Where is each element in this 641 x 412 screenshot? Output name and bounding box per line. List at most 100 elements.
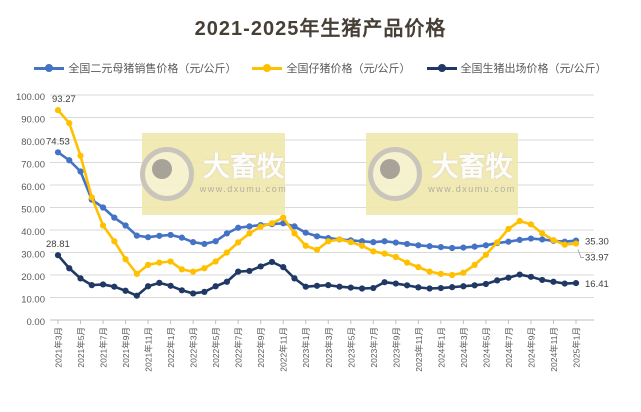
data-point-sow	[437, 244, 444, 251]
data-point-hog	[527, 273, 535, 280]
data-point-sow	[370, 239, 377, 246]
y-tick-label: 10.00	[21, 295, 45, 306]
data-label-hog: 28.81	[46, 239, 70, 250]
chart-canvas: 0.00 10.00 20.00 30.00 40.00 50.00 60.00 70.00 8…	[16, 92, 609, 372]
x-tick-label: 2022年11月	[279, 327, 289, 372]
data-point-sow	[539, 236, 546, 243]
x-tick-label: 2024年1月	[436, 327, 446, 368]
data-point-piglet	[156, 259, 163, 266]
data-point-hog	[223, 278, 231, 285]
data-point-hog	[111, 283, 118, 290]
y-tick-label: 90.00	[21, 115, 45, 126]
x-tick-label: 2023年11月	[414, 327, 424, 372]
data-point-piglet	[313, 246, 321, 253]
data-point-hog	[133, 292, 140, 299]
data-point-sow	[415, 242, 422, 249]
data-point-hog	[201, 288, 208, 295]
data-point-piglet	[66, 120, 73, 127]
data-point-sow	[156, 232, 163, 239]
data-point-sow	[111, 214, 118, 221]
data-point-hog	[471, 282, 478, 289]
x-tick-label: 2024年5月	[481, 327, 491, 368]
data-point-piglet	[133, 270, 140, 277]
x-tick-label: 2023年3月	[324, 327, 334, 368]
data-point-piglet	[482, 251, 490, 258]
y-tick-label: 80.00	[21, 137, 45, 148]
data-point-piglet	[190, 268, 197, 275]
data-point-piglet	[291, 230, 298, 237]
data-point-hog	[88, 282, 95, 289]
data-point-piglet	[539, 230, 546, 237]
data-point-piglet	[347, 239, 354, 246]
data-point-sow	[381, 238, 388, 245]
data-point-piglet	[572, 240, 580, 247]
data-point-hog	[336, 283, 343, 290]
data-point-hog	[313, 282, 321, 289]
data-label-sow: 35.30	[585, 237, 609, 248]
data-point-piglet	[88, 194, 95, 201]
data-point-piglet	[257, 223, 264, 230]
x-tick-label: 2025年1月	[572, 327, 582, 368]
data-point-piglet	[392, 253, 399, 261]
y-tick-label: 20.00	[21, 272, 45, 283]
x-tick-label: 2022年7月	[234, 327, 244, 368]
data-point-hog	[77, 275, 84, 282]
data-point-hog	[561, 280, 568, 287]
data-point-hog	[246, 267, 253, 275]
data-point-piglet	[370, 248, 377, 255]
data-point-hog	[178, 287, 185, 294]
data-point-sow	[460, 244, 467, 251]
x-tick-label: 2021年9月	[121, 327, 131, 368]
x-tick-label: 2024年9月	[526, 327, 536, 368]
data-point-hog	[494, 277, 501, 284]
data-point-sow	[167, 231, 174, 239]
data-point-hog	[66, 265, 73, 272]
data-point-piglet	[471, 261, 478, 268]
data-point-sow	[482, 242, 490, 249]
data-point-piglet	[122, 256, 129, 263]
data-point-piglet	[178, 266, 185, 273]
legend-item-hog: 全国生猪出场价格（元/公斤）	[426, 60, 607, 76]
data-point-hog	[190, 290, 197, 297]
data-point-sow	[178, 234, 185, 241]
x-tick-label: 2021年7月	[99, 327, 109, 368]
data-point-piglet	[527, 221, 535, 228]
y-tick-label: 60.00	[21, 182, 45, 193]
data-point-sow	[449, 244, 456, 252]
x-tick-label: 2023年1月	[301, 327, 311, 368]
data-point-sow	[201, 240, 208, 248]
data-point-hog	[302, 283, 309, 290]
y-tick-label: 30.00	[21, 250, 45, 261]
data-point-hog	[392, 280, 399, 287]
data-point-hog	[403, 282, 411, 289]
data-point-hog	[156, 279, 163, 286]
sow-line-marker-icon	[34, 64, 65, 72]
data-point-piglet	[505, 225, 512, 232]
x-tick-label: 2023年7月	[369, 327, 379, 368]
data-point-sow	[426, 243, 433, 250]
data-point-piglet	[403, 259, 411, 266]
data-point-hog	[426, 285, 433, 292]
data-point-sow	[77, 168, 84, 175]
data-point-hog	[449, 284, 456, 291]
x-tick-label: 2024年3月	[459, 327, 469, 368]
data-point-piglet	[268, 220, 276, 227]
data-point-sow	[471, 243, 478, 250]
data-label-leader-line	[577, 249, 584, 258]
data-point-hog	[268, 258, 276, 266]
data-point-sow	[212, 238, 219, 245]
legend-item-piglet: 全国仔猪价格（元/公斤）	[252, 60, 411, 76]
data-point-hog	[54, 252, 62, 259]
data-point-hog	[516, 271, 523, 278]
data-point-hog	[539, 276, 546, 284]
data-point-piglet	[460, 269, 467, 276]
data-point-piglet	[167, 258, 174, 265]
data-point-hog	[347, 284, 354, 291]
data-point-hog	[99, 281, 107, 288]
data-point-sow	[122, 222, 129, 229]
legend-label-hog: 全国生猪出场价格（元/公斤）	[460, 63, 607, 75]
data-point-hog	[550, 278, 557, 285]
x-tick-label: 2022年1月	[166, 327, 176, 368]
data-point-hog	[325, 282, 332, 289]
data-point-hog	[482, 280, 490, 288]
